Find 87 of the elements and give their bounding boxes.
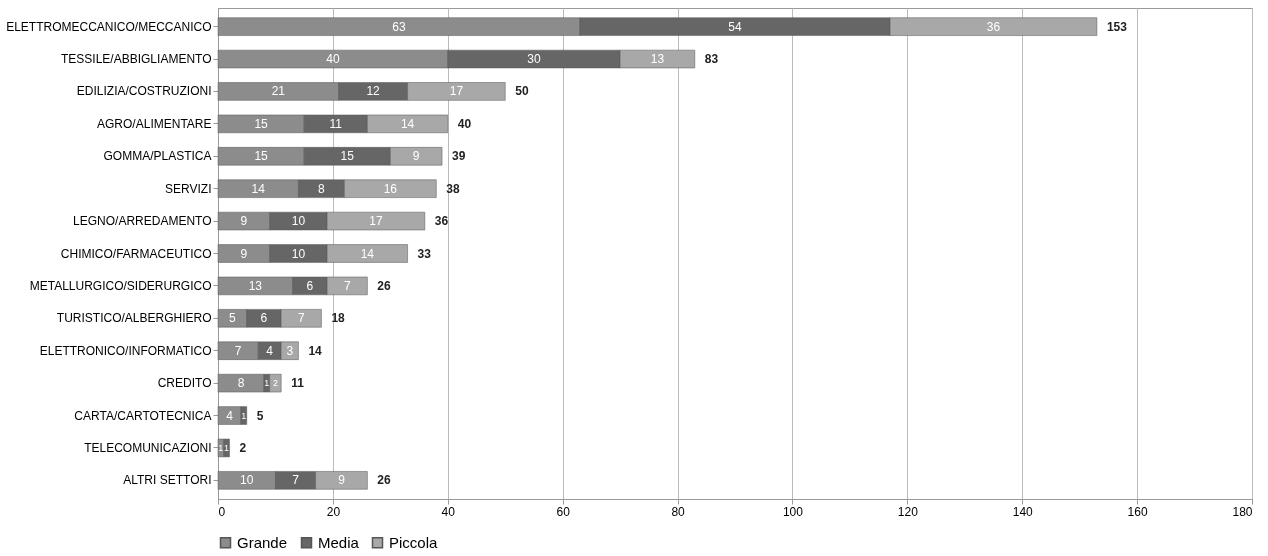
data-label: 7 xyxy=(234,343,242,358)
data-label: 14 xyxy=(251,181,266,196)
data-label: 5 xyxy=(229,311,237,326)
data-label: 1 xyxy=(224,442,230,453)
total-label: 153 xyxy=(1106,19,1128,34)
data-label: 11 xyxy=(329,116,343,131)
y-tick-label: TELECOMUNICAZIONI xyxy=(84,440,212,455)
total-label: 39 xyxy=(452,149,466,164)
data-label: 14 xyxy=(360,246,375,261)
data-label: 1 xyxy=(241,410,247,421)
total-label: 26 xyxy=(377,278,392,293)
x-tick-label: 160 xyxy=(1127,504,1148,519)
data-label: 30 xyxy=(527,52,541,67)
data-label: 8 xyxy=(237,376,245,391)
total-label: 14 xyxy=(308,343,323,358)
x-tick-label: 20 xyxy=(326,504,341,519)
total-label: 5 xyxy=(256,408,264,423)
data-label: 17 xyxy=(369,214,383,229)
y-tick-label: TESSILE/ABBIGLIAMENTO xyxy=(61,52,212,67)
data-label: 9 xyxy=(240,246,248,261)
total-label: 40 xyxy=(457,116,472,131)
data-label: 2 xyxy=(272,378,278,389)
data-label: 16 xyxy=(383,181,398,196)
y-tick-label: ELETTROMECCANICO/MECCANICO xyxy=(6,19,212,34)
data-label: 13 xyxy=(248,278,263,293)
data-label: 3 xyxy=(286,343,294,358)
data-label: 36 xyxy=(986,19,1001,34)
data-label: 9 xyxy=(412,149,420,164)
total-label: 33 xyxy=(417,246,432,261)
data-label: 10 xyxy=(291,214,306,229)
data-label: 21 xyxy=(271,84,286,99)
data-label: 13 xyxy=(650,52,665,67)
total-label: 50 xyxy=(515,84,529,99)
x-tick-label: 180 xyxy=(1232,504,1253,519)
y-tick-label: CHIMICO/FARMACEUTICO xyxy=(60,246,212,261)
x-tick-label: 40 xyxy=(441,504,456,519)
data-label: 54 xyxy=(728,19,742,34)
data-label: 7 xyxy=(292,473,300,488)
bar xyxy=(217,373,265,393)
x-tick-label: 60 xyxy=(556,504,571,519)
data-label: 17 xyxy=(449,84,464,99)
data-label: 1 xyxy=(264,378,270,389)
x-tick-label: 0 xyxy=(218,504,226,519)
data-label: 4 xyxy=(266,343,274,358)
data-label: 8 xyxy=(318,181,326,196)
y-tick-label: SERVIZI xyxy=(165,181,212,196)
data-label: 6 xyxy=(306,278,314,293)
y-tick-label: LEGNO/ARREDAMENTO xyxy=(73,214,212,229)
legend-label: Media xyxy=(318,533,360,551)
data-label: 7 xyxy=(297,311,305,326)
total-label: 83 xyxy=(704,52,719,67)
total-label: 36 xyxy=(434,214,449,229)
y-tick-label: AGRO/ALIMENTARE xyxy=(97,116,212,131)
y-tick-label: EDILIZIA/COSTRUZIONI xyxy=(76,84,212,99)
data-label: 15 xyxy=(254,149,269,164)
data-label: 9 xyxy=(338,473,346,488)
x-tick-label: 120 xyxy=(897,504,919,519)
total-label: 38 xyxy=(446,181,460,196)
data-label: 6 xyxy=(260,311,268,326)
x-tick-label: 100 xyxy=(782,504,804,519)
data-label: 15 xyxy=(254,116,269,131)
data-label: 14 xyxy=(400,116,415,131)
data-label: 1 xyxy=(218,442,224,453)
total-label: 18 xyxy=(331,311,346,326)
y-tick-label: TURISTICO/ALBERGHIERO xyxy=(56,311,212,326)
x-tick-label: 80 xyxy=(671,504,686,519)
total-label: 2 xyxy=(239,440,247,455)
data-label: 15 xyxy=(340,149,355,164)
data-label: 4 xyxy=(226,408,234,423)
data-label: 63 xyxy=(392,19,406,34)
total-label: 26 xyxy=(377,473,392,488)
y-tick-label: ELETTRONICO/INFORMATICO xyxy=(39,343,212,358)
y-tick-label: ALTRI SETTORI xyxy=(123,473,212,488)
data-label: 7 xyxy=(343,278,351,293)
total-label: 11 xyxy=(291,376,305,391)
data-label: 12 xyxy=(366,84,381,99)
y-tick-label: METALLURGICO/SIDERURGICO xyxy=(29,278,212,293)
x-tick-label: 140 xyxy=(1012,504,1034,519)
data-label: 9 xyxy=(240,214,248,229)
legend-label: Grande xyxy=(237,533,288,551)
y-tick-label: CARTA/CARTOTECNICA xyxy=(74,408,212,423)
y-tick-label: CREDITO xyxy=(157,376,212,391)
legend-label: Piccola xyxy=(389,533,439,551)
data-label: 10 xyxy=(240,473,254,488)
y-tick-label: GOMMA/PLASTICA xyxy=(103,149,212,164)
data-label: 10 xyxy=(291,246,306,261)
data-label: 40 xyxy=(326,52,340,67)
